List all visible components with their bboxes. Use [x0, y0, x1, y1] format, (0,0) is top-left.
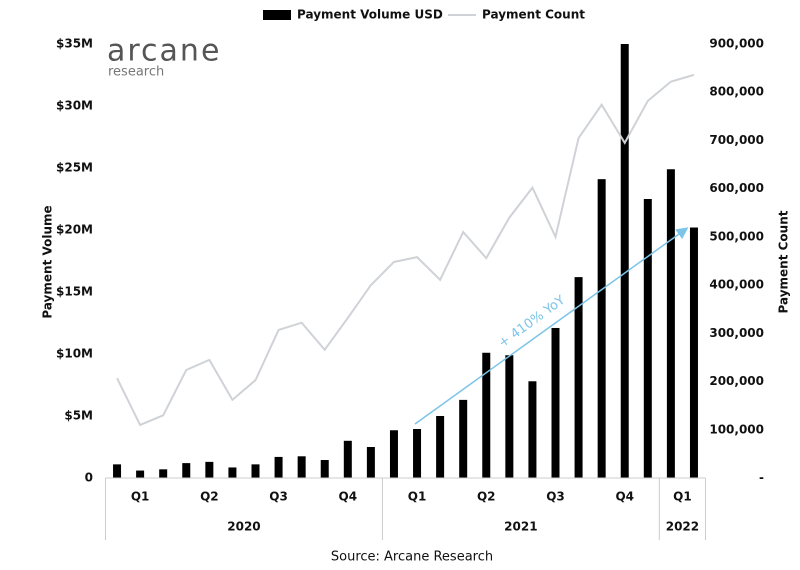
quarter-label: Q2 — [200, 490, 219, 504]
quarter-label: Q1 — [408, 490, 427, 504]
y-tick-label: $15M — [56, 285, 93, 299]
y2-tick-label: 700,000 — [709, 133, 764, 147]
quarter-label: Q1 — [673, 490, 692, 504]
bar — [551, 327, 560, 478]
legend-label: Payment Volume USD — [297, 8, 443, 22]
y2-tick-label: 900,000 — [709, 37, 764, 51]
y-axis-label: Payment Volume — [41, 205, 55, 318]
bar — [228, 467, 237, 478]
quarter-label: Q2 — [477, 490, 496, 504]
year-label: 2020 — [227, 520, 260, 534]
quarter-label: Q4 — [615, 490, 634, 504]
y-tick-label: $35M — [56, 37, 93, 51]
y2-tick-label: 300,000 — [709, 326, 764, 340]
bar — [389, 430, 398, 478]
annotation-arrow — [414, 227, 689, 425]
bar — [643, 199, 652, 478]
bar — [459, 399, 468, 478]
logo-sub: research — [108, 65, 164, 80]
bar — [666, 169, 675, 479]
legend-swatch — [263, 10, 291, 20]
bar — [182, 463, 191, 478]
bar — [205, 461, 214, 478]
y2-tick-label: 800,000 — [709, 85, 764, 99]
bar — [113, 464, 122, 478]
bar — [343, 440, 352, 478]
line — [116, 73, 695, 427]
bar — [689, 227, 698, 478]
quarter-label: Q4 — [339, 490, 358, 504]
y-tick-label: 0 — [85, 471, 93, 485]
year-label: 2022 — [666, 520, 699, 534]
source: Source: Arcane Research — [331, 550, 493, 565]
quarter-label: Q3 — [546, 490, 565, 504]
y2-tick-label: 500,000 — [709, 229, 764, 243]
y2-tick-label: 400,000 — [709, 278, 764, 292]
bar — [436, 416, 445, 478]
y-tick-label: $25M — [56, 161, 93, 175]
bar — [413, 429, 422, 478]
bar — [297, 456, 306, 478]
y-tick-label: $10M — [56, 347, 93, 361]
bar — [620, 44, 629, 478]
bar — [482, 352, 491, 478]
bar — [136, 470, 145, 478]
bar — [597, 179, 606, 478]
logo: arcane — [107, 34, 221, 69]
bar — [251, 464, 260, 478]
y2-tick-label: - — [759, 471, 764, 485]
quarter-label: Q3 — [269, 490, 288, 504]
y2-tick-label: 100,000 — [709, 422, 764, 436]
y2-axis-label: Payment Count — [777, 210, 791, 313]
bar — [366, 447, 375, 478]
bar — [574, 277, 583, 478]
y2-tick-label: 600,000 — [709, 181, 764, 195]
quarter-label: Q1 — [131, 490, 150, 504]
bar — [528, 381, 537, 478]
legend-label: Payment Count — [482, 8, 585, 22]
bar — [505, 355, 514, 478]
bar — [159, 469, 168, 478]
y-tick-label: $5M — [64, 409, 93, 423]
year-label: 2021 — [504, 520, 537, 534]
y-tick-label: $20M — [56, 223, 93, 237]
y2-tick-label: 200,000 — [709, 374, 764, 388]
bar — [274, 456, 283, 478]
y-tick-label: $30M — [56, 99, 93, 113]
bar — [320, 460, 329, 478]
